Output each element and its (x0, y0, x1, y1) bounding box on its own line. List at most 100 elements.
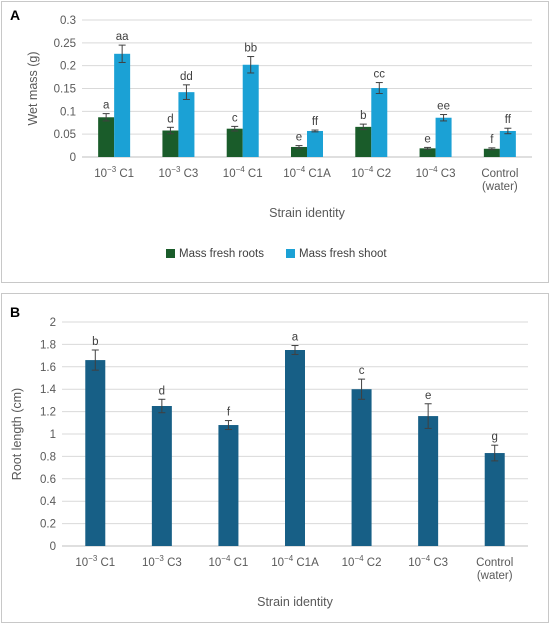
category-name: C3 (433, 557, 448, 569)
category-name: C3 (441, 168, 456, 180)
significance-label: f (227, 407, 231, 419)
x-category-label: 10−4 C1 (223, 165, 263, 180)
x-category-label: 10−3 C1 (75, 554, 115, 569)
significance-label: aa (116, 31, 129, 43)
bar (483, 148, 500, 157)
category-name: C3 (184, 168, 199, 180)
y-tick-label: 0.05 (54, 129, 76, 141)
panel-a-border (1, 1, 549, 283)
panel-label: A (10, 7, 20, 23)
category-base: 10 (75, 557, 88, 569)
y-tick-label: 1 (50, 429, 56, 441)
y-tick-label: 2 (50, 317, 56, 329)
y-tick-label: 1.8 (40, 339, 56, 351)
category-name: C1 (100, 557, 115, 569)
y-tick-label: 0.1 (60, 106, 76, 118)
x-category-label: 10−4 C2 (351, 165, 391, 180)
legend-label: Mass fresh roots (179, 248, 264, 260)
y-tick-label: 1.2 (40, 407, 56, 419)
bar (98, 117, 115, 157)
x-category-label: 10−3 C1 (94, 165, 134, 180)
category-base: 10 (142, 557, 155, 569)
category-base: 10 (94, 168, 107, 180)
y-tick-label: 0.25 (54, 38, 76, 50)
category-name: C1A (296, 557, 319, 569)
category-name: C1 (119, 168, 134, 180)
category-exponent: −4 (236, 165, 246, 174)
significance-label: cc (374, 69, 386, 81)
category-base: 10 (416, 168, 429, 180)
y-tick-label: 1.4 (40, 384, 57, 396)
significance-label: g (492, 431, 498, 443)
category-base: 10 (209, 557, 222, 569)
significance-label: d (167, 113, 173, 125)
significance-label: e (296, 132, 302, 144)
bar (419, 148, 436, 157)
legend-swatch (166, 249, 175, 258)
root-length-chart: B 0 0.2 0.4 0.6 0.8 1 1.2 1.4 1.6 1.8 2 b d f a c e g 10−3 … (1, 293, 549, 623)
legend-swatch (286, 249, 295, 258)
significance-label: e (424, 133, 430, 145)
category-name: C1 (234, 557, 249, 569)
bar (162, 130, 179, 157)
y-tick-label: 0.4 (40, 496, 57, 508)
significance-label: ff (505, 114, 512, 126)
x-category-label: 10−4 C1A (271, 554, 319, 569)
significance-label: b (92, 336, 98, 348)
category-exponent: −3 (88, 554, 98, 563)
x-category-label: 10−4 C1A (283, 165, 331, 180)
significance-label: b (360, 110, 366, 122)
category-base: 10 (271, 557, 284, 569)
bar (291, 146, 307, 157)
bar (114, 53, 131, 157)
significance-label: d (159, 385, 165, 397)
x-category-label: 10−4 C2 (342, 554, 382, 569)
x-axis-title: Strain identity (257, 595, 333, 609)
category-exponent: −4 (428, 165, 438, 174)
category-exponent: −3 (171, 165, 181, 174)
category-exponent: −4 (221, 554, 231, 563)
significance-label: a (103, 100, 110, 112)
significance-label: ff (312, 116, 319, 128)
x-category-label: 10−3 C3 (142, 554, 182, 569)
chart-panel-b: B 0 0.2 0.4 0.6 0.8 1 1.2 1.4 1.6 1.8 2 b d f a c e g 10−3 … (0, 292, 550, 624)
y-tick-label: 0 (70, 152, 76, 164)
y-tick-label: 0.2 (60, 61, 76, 73)
significance-label: bb (244, 43, 257, 55)
category-name: C1A (308, 168, 331, 180)
category-exponent: −4 (364, 165, 374, 174)
bar (85, 360, 106, 546)
category-exponent: −3 (107, 165, 117, 174)
bar (418, 416, 439, 546)
wet-mass-chart: A 0 0.05 0.1 0.15 0.2 0.25 0.3 a d c e b e f aa dd bb ff cc… (1, 1, 549, 283)
x-axis-title: Strain identity (269, 206, 345, 220)
bar (151, 406, 172, 546)
x-category-label: (water) (482, 181, 518, 193)
y-tick-label: 0.3 (60, 15, 76, 27)
panel-label: B (10, 304, 20, 320)
category-base: 10 (223, 168, 236, 180)
bar (242, 64, 259, 157)
y-tick-label: 0.15 (54, 84, 76, 96)
bar (484, 453, 505, 546)
bar (371, 88, 388, 157)
category-exponent: −4 (421, 554, 431, 563)
category-exponent: −4 (296, 165, 306, 174)
bar (307, 130, 323, 157)
legend-entry: Mass fresh shoot (286, 248, 387, 260)
x-category-label: (water) (477, 570, 513, 582)
bar (178, 92, 195, 157)
category-exponent: −4 (354, 554, 364, 563)
x-category-label: 10−3 C3 (159, 165, 199, 180)
x-category-label: Control (476, 557, 513, 569)
bar (351, 389, 372, 546)
x-category-label: Control (481, 168, 518, 180)
chart-panel-a: A 0 0.05 0.1 0.15 0.2 0.25 0.3 a d c e b e f aa dd bb ff cc… (0, 0, 550, 284)
bar (226, 128, 243, 157)
significance-label: f (490, 134, 494, 146)
significance-label: dd (180, 71, 193, 83)
significance-label: a (292, 332, 299, 344)
significance-label: ee (437, 101, 450, 113)
legend-label: Mass fresh shoot (299, 248, 387, 260)
bar (435, 117, 452, 157)
